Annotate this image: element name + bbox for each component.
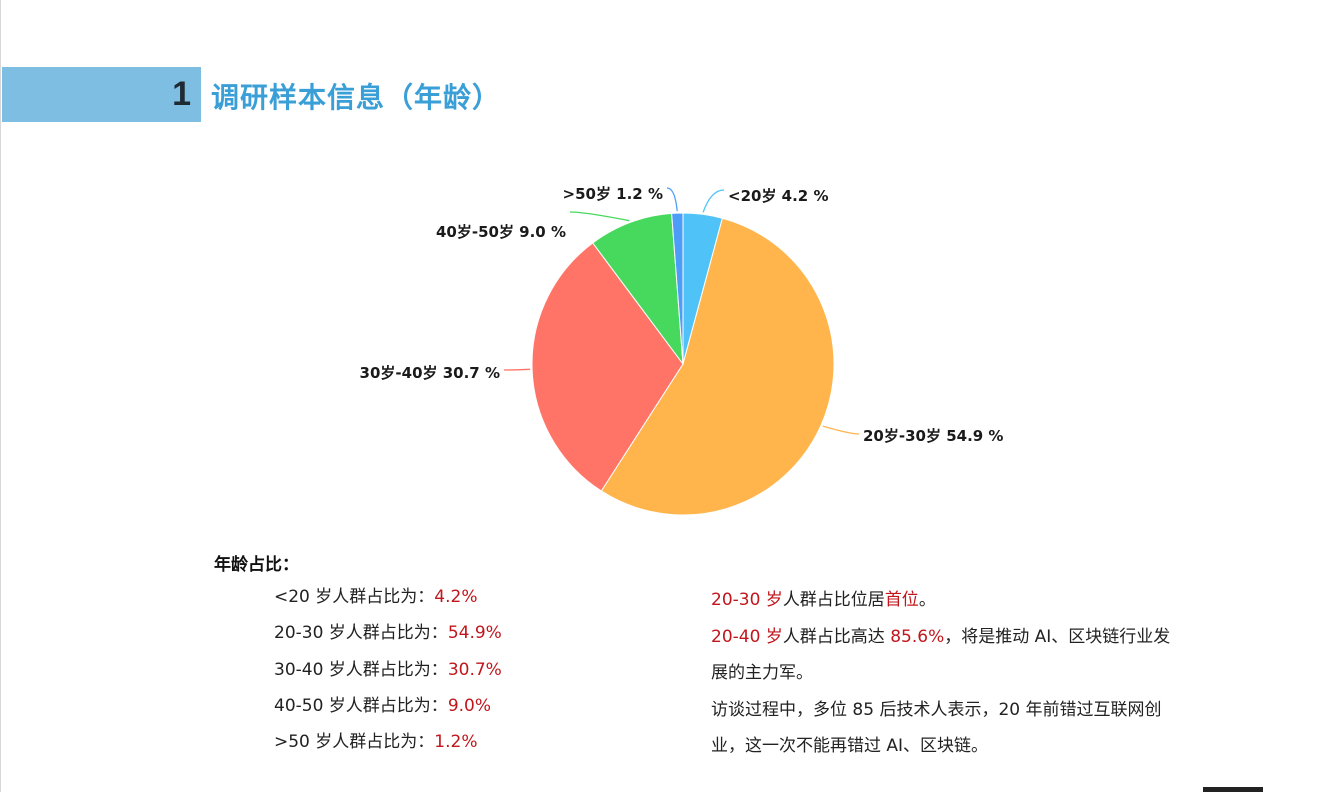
stat-label: 40-50 岁人群占比为：: [274, 695, 448, 716]
section-number-bar: 1: [2, 67, 201, 122]
leader-line-2: [822, 425, 860, 435]
stat-value: 9.0%: [447, 695, 492, 716]
summary-paragraph-3: 访谈过程中，多位 85 后技术人表示，20 年前错过互联网创业，这一次不能再错过…: [711, 699, 1162, 757]
pie-label-3: 30岁-40岁 30.7 %: [360, 364, 500, 382]
corner-decoration: [1203, 787, 1263, 792]
stat-label: 30-40 岁人群占比为：: [274, 659, 448, 680]
section-number: 1: [172, 75, 191, 113]
pie-slice-3: [531, 242, 684, 492]
summary-text-span: ，将是推动 AI、区块链行业发展的主力军。: [711, 626, 1171, 684]
highlight-percentage: 85.6%: [890, 626, 945, 647]
stat-value: 4.2%: [434, 587, 478, 607]
stat-value: 1.2%: [434, 732, 478, 753]
stat-row-under-20: <20 岁人群占比为：4.2%: [274, 585, 502, 621]
highlight-age-range: 20-30 岁: [711, 590, 783, 610]
summary-paragraph-2: 20-40 岁人群占比高达 85.6%，将是推动 AI、区块链行业发展的主力军。: [711, 619, 1171, 692]
leader-line-4: [569, 211, 630, 222]
summary-text: 20-30 岁人群占比位居首位。 20-40 岁人群占比高达 85.6%，将是推…: [711, 582, 1171, 765]
summary-paragraph-1: 20-30 岁人群占比位居首位。: [711, 582, 1171, 619]
pie-label-2: 20岁-30岁 54.9 %: [863, 427, 1003, 445]
left-border-line: [0, 0, 1, 792]
age-pie-chart: <20岁 4.2 % 20岁-30岁 54.9 % 30岁-40岁 30.7 % 40…: [360, 185, 1003, 516]
pie-slice-4: [592, 212, 684, 366]
pie-label-1: <20岁 4.2 %: [728, 187, 829, 205]
stat-row-20-30: 20-30 岁人群占比为：54.9%: [274, 621, 502, 657]
stat-value: 54.9%: [447, 623, 502, 644]
leader-line-1: [702, 189, 725, 213]
leader-line-3: [503, 368, 531, 371]
pie-slice-5: [671, 212, 684, 365]
pie-label-4: 40岁-50岁 9.0 %: [436, 223, 566, 241]
pie-slice-2: [600, 217, 835, 516]
stat-label: <20 岁人群占比为：: [274, 587, 435, 607]
stat-row-40-50: 40-50 岁人群占比为：9.0%: [274, 694, 502, 730]
stat-label: >50 岁人群占比为：: [274, 732, 435, 753]
leader-line-5: [666, 187, 678, 212]
page-title: 调研样本信息（年龄）: [211, 81, 502, 114]
highlight-age-range: 20-40 岁: [711, 626, 783, 647]
stat-row-30-40: 30-40 岁人群占比为：30.7%: [274, 658, 502, 694]
age-stat-list: <20 岁人群占比为：4.2% 20-30 岁人群占比为：54.9% 30-40…: [274, 585, 502, 766]
summary-text-span: 。: [918, 590, 936, 610]
summary-text-span: 人群占比高达: [782, 626, 891, 647]
stat-row-over-50: >50 岁人群占比为：1.2%: [274, 730, 502, 766]
highlight-first: 首位: [884, 590, 919, 610]
stat-value: 30.7%: [447, 659, 502, 680]
age-ratio-heading: 年龄占比：: [214, 555, 299, 575]
stat-label: 20-30 岁人群占比为：: [274, 623, 448, 644]
summary-text-span: 人群占比位居: [782, 590, 885, 610]
pie-label-5: >50岁 1.2 %: [563, 185, 664, 203]
